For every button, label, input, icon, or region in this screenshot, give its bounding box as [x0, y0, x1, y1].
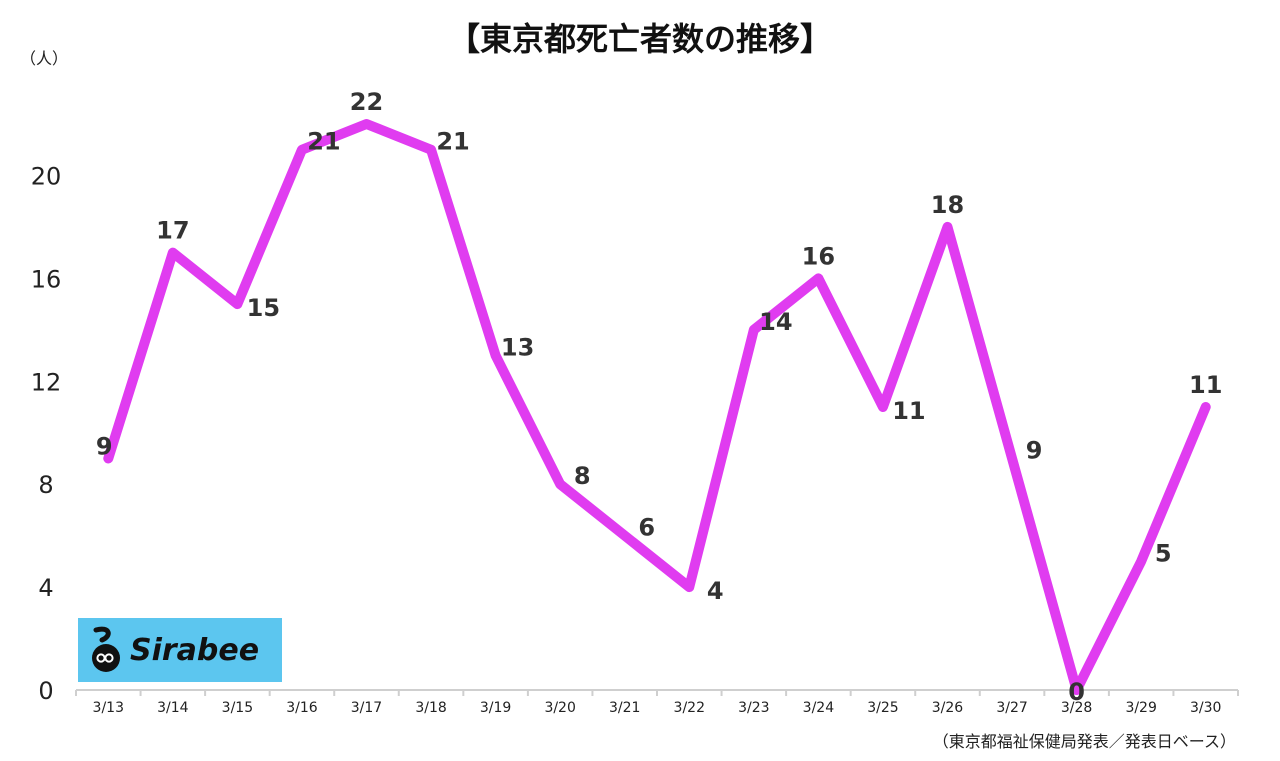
- y-tick-label-12: 12: [31, 368, 62, 396]
- data-label-3-24: 16: [802, 242, 835, 270]
- data-label-3-26: 18: [931, 191, 964, 219]
- x-tick-label-3/17: 3/17: [351, 700, 382, 716]
- sirabee-logo: Sirabee: [78, 618, 282, 682]
- data-label-3-14: 17: [156, 217, 189, 245]
- x-tick-label-3/18: 3/18: [415, 700, 446, 716]
- x-tick-label-3/28: 3/28: [1061, 700, 1092, 716]
- data-label-3-25: 11: [892, 397, 925, 425]
- x-tick-label-3/16: 3/16: [286, 700, 318, 716]
- y-tick-label-8: 8: [38, 471, 53, 499]
- x-tick-label-3/27: 3/27: [996, 700, 1027, 716]
- data-label-3-23: 14: [759, 308, 792, 336]
- x-tick-label-3/20: 3/20: [544, 700, 575, 716]
- data-label-3-28: 0: [1068, 678, 1085, 706]
- x-tick-label-3/15: 3/15: [222, 700, 253, 716]
- x-tick-label-3/23: 3/23: [738, 700, 769, 716]
- data-label-3-15: 15: [247, 294, 280, 322]
- y-tick-label-16: 16: [31, 265, 62, 293]
- data-label-3-20: 8: [574, 462, 591, 490]
- data-label-3-29: 5: [1155, 539, 1172, 567]
- sirabee-logo-text: Sirabee: [130, 632, 260, 668]
- x-tick-label-3/21: 3/21: [609, 700, 640, 716]
- data-label-3-16: 21: [307, 128, 340, 156]
- y-tick-label-0: 0: [38, 677, 53, 705]
- x-tick-label-3/22: 3/22: [674, 700, 705, 716]
- x-tick-label-3/14: 3/14: [157, 700, 189, 716]
- x-tick-label-3/24: 3/24: [803, 700, 835, 716]
- data-label-3-19: 13: [501, 334, 534, 362]
- x-tick-label-3/26: 3/26: [932, 700, 964, 716]
- data-label-3-30: 11: [1189, 371, 1222, 399]
- sirabee-logo-mark-icon: [92, 626, 120, 672]
- data-label-3-17: 22: [350, 88, 383, 116]
- chart-title: 【東京都死亡者数の推移】: [447, 20, 832, 58]
- x-tick-label-3/30: 3/30: [1190, 700, 1221, 716]
- x-tick-label-3/19: 3/19: [480, 700, 511, 716]
- y-tick-label-20: 20: [31, 162, 62, 190]
- data-label-3-21: 6: [638, 514, 655, 542]
- x-tick-label-3/13: 3/13: [93, 700, 124, 716]
- data-label-3-27: 9: [1026, 436, 1043, 464]
- x-tick-label-3/25: 3/25: [867, 700, 898, 716]
- y-tick-label-4: 4: [38, 574, 53, 602]
- series-line: [103, 119, 1211, 695]
- y-axis-unit-label: （人）: [20, 49, 68, 68]
- x-tick-label-3/29: 3/29: [1125, 700, 1156, 716]
- source-note: （東京都福祉保健局発表／発表日ベース）: [932, 732, 1236, 751]
- data-label-3-18: 21: [436, 128, 469, 156]
- data-label-3-22: 4: [707, 577, 724, 605]
- data-label-3-13: 9: [96, 432, 113, 460]
